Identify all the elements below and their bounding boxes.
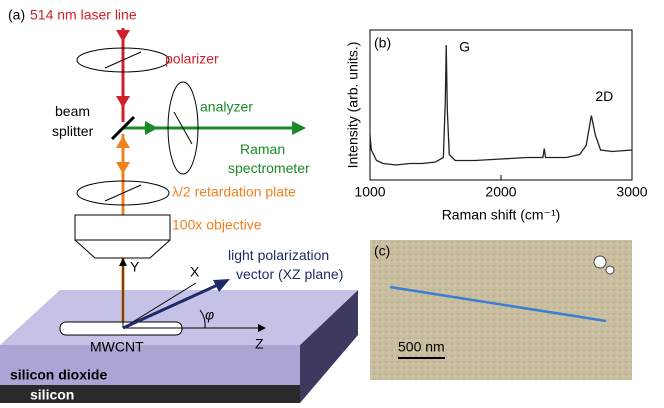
layer-label: silicon [30, 387, 74, 403]
axis-label: Z [255, 336, 264, 352]
arrow [116, 162, 130, 174]
sample-label: MWCNT [90, 339, 144, 355]
particle [606, 266, 614, 274]
laser-label: 514 nm laser line [30, 7, 137, 23]
arrow [116, 30, 130, 42]
peak-label: G [459, 39, 470, 55]
line: light polarization [228, 247, 329, 263]
vector-label: light polarization vector (XZ plane) [228, 247, 343, 282]
optic-label: analyzer [200, 99, 253, 115]
slab-top [0, 290, 358, 345]
axis-label: Y [130, 259, 140, 275]
y-axis-label: Intensity (arb. units.) [345, 42, 361, 169]
x-tick-label: 1000 [354, 184, 385, 200]
figure: (a) 514 nm laser line silicon dioxide si… [0, 0, 664, 403]
plot-frame [370, 30, 632, 180]
panel-a: (a) 514 nm laser line silicon dioxide si… [0, 7, 358, 403]
arrow [119, 258, 127, 266]
panel-c: (c) 500 nm [370, 240, 632, 380]
panel-b: 1000 2000 3000 Raman shift (cm⁻¹) Intensity … [345, 30, 648, 223]
peak-label: 2D [595, 88, 613, 104]
x-tick-label: 2000 [485, 184, 516, 200]
optic-label: Raman spectrometer [228, 141, 310, 176]
arrow [116, 96, 130, 108]
arrow [145, 121, 158, 135]
optic-label: λ/2 retardation plate [172, 184, 296, 200]
optic-label: beam splitter [52, 103, 94, 139]
axis-label: X [190, 264, 200, 280]
objective [75, 215, 170, 258]
arrow [292, 121, 306, 135]
line: vector (XZ plane) [236, 266, 343, 282]
scale-label: 500 nm [398, 339, 445, 355]
angle-label: φ [205, 307, 214, 323]
x-tick-label: 3000 [616, 184, 647, 200]
line: beam [55, 103, 90, 119]
line: spectrometer [228, 160, 310, 176]
spectrum-line [370, 45, 632, 165]
line: splitter [52, 123, 94, 139]
optic-label: polarizer [165, 51, 219, 67]
optic-label: 100x objective [172, 217, 262, 233]
panel-label: (a) [8, 7, 25, 23]
particle [594, 256, 606, 268]
panel-label: (c) [374, 243, 390, 259]
line: Raman [240, 141, 285, 157]
x-axis-label: Raman shift (cm⁻¹) [442, 207, 561, 223]
arrow [116, 136, 130, 148]
panel-label: (b) [374, 35, 391, 51]
layer-label: silicon dioxide [10, 367, 107, 383]
